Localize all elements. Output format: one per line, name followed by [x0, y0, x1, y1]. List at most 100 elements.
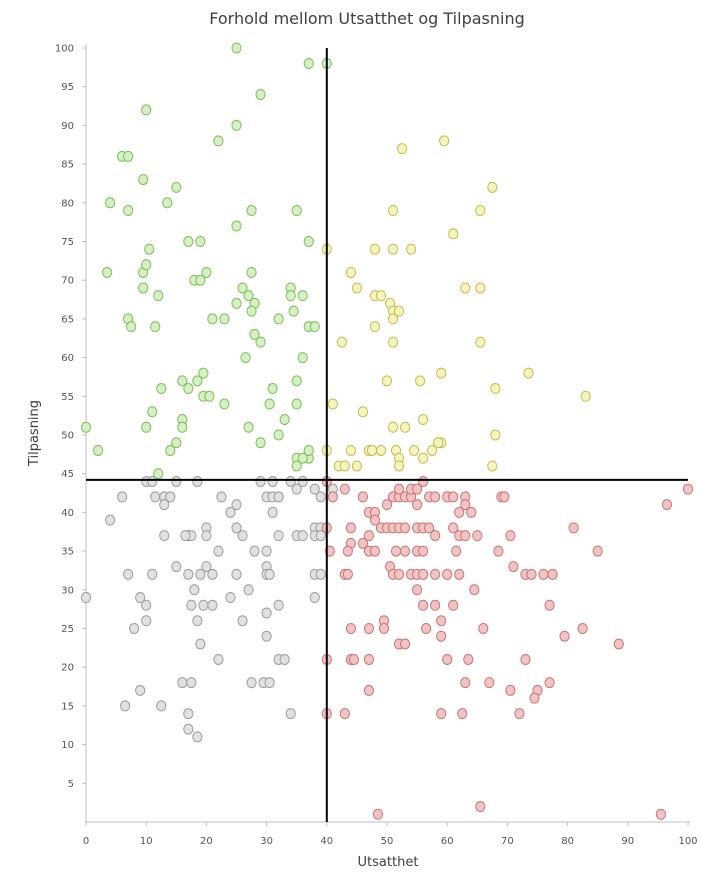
- data-point-green: [141, 259, 152, 271]
- data-point-yellow: [327, 398, 338, 410]
- data-point-red: [430, 491, 441, 503]
- data-point-green: [291, 205, 302, 217]
- data-points: [80, 42, 694, 820]
- data-point-red: [508, 561, 519, 573]
- data-point-red: [568, 522, 579, 534]
- data-point-green: [246, 305, 257, 317]
- data-point-red: [418, 568, 429, 580]
- data-point-yellow: [393, 305, 405, 317]
- data-point-green: [171, 181, 182, 193]
- data-point-red: [463, 653, 474, 665]
- data-point-gray: [192, 731, 203, 743]
- data-point-gray: [171, 475, 182, 487]
- data-point-gray: [147, 568, 158, 580]
- data-point-green: [144, 243, 155, 255]
- y-tick-label: 100: [55, 44, 74, 55]
- data-point-yellow: [345, 444, 356, 456]
- data-point-yellow: [375, 444, 387, 456]
- data-point-yellow: [405, 243, 417, 255]
- data-point-green: [92, 444, 104, 456]
- data-point-gray: [147, 475, 158, 487]
- data-point-yellow: [460, 282, 471, 294]
- x-tick-label: 80: [561, 836, 574, 847]
- data-point-green: [198, 367, 209, 379]
- data-point-gray: [291, 483, 302, 495]
- data-point-green: [165, 444, 176, 456]
- data-point-gray: [279, 653, 290, 665]
- data-point-red: [544, 599, 555, 611]
- data-point-red: [520, 653, 531, 665]
- data-point-red: [357, 491, 369, 503]
- data-point-red: [529, 692, 540, 704]
- data-point-gray: [249, 545, 260, 557]
- data-point-red: [363, 530, 375, 542]
- y-tick-label: 45: [61, 469, 74, 480]
- data-point-gray: [192, 475, 203, 487]
- data-point-green: [171, 437, 182, 449]
- data-point-gray: [273, 530, 284, 542]
- data-point-green: [291, 398, 302, 410]
- data-point-red: [369, 514, 381, 526]
- data-point-green: [138, 174, 149, 186]
- data-point-yellow: [366, 444, 378, 456]
- data-point-red: [430, 568, 441, 580]
- data-point-green: [104, 197, 116, 209]
- data-point-yellow: [433, 437, 444, 449]
- data-point-green: [213, 135, 224, 147]
- data-point-red: [342, 568, 353, 580]
- y-tick-label: 10: [61, 740, 74, 751]
- data-point-gray: [273, 491, 284, 503]
- data-point-green: [231, 42, 242, 54]
- data-point-red: [466, 506, 477, 518]
- data-point-green: [207, 313, 218, 325]
- data-point-yellow: [408, 444, 420, 456]
- data-point-green: [267, 383, 278, 395]
- y-tick-label: 90: [61, 121, 74, 132]
- data-point-green: [255, 88, 266, 100]
- data-point-yellow: [345, 266, 356, 278]
- data-point-green: [297, 452, 308, 464]
- data-point-red: [393, 568, 405, 580]
- data-point-green: [177, 375, 188, 387]
- data-point-green: [303, 444, 314, 456]
- data-point-red: [442, 653, 453, 665]
- data-point-yellow: [351, 282, 362, 294]
- data-point-red: [613, 638, 624, 650]
- data-point-green: [231, 297, 242, 309]
- data-point-gray: [177, 677, 188, 689]
- data-point-yellow: [339, 460, 350, 472]
- data-point-green: [255, 437, 266, 449]
- y-tick-label: 65: [61, 314, 74, 325]
- data-point-red: [505, 684, 516, 696]
- data-point-green: [156, 383, 167, 395]
- data-point-gray: [255, 475, 266, 487]
- data-point-gray: [267, 506, 278, 518]
- data-point-gray: [198, 599, 209, 611]
- data-point-gray: [117, 491, 128, 503]
- x-axis-title: Utsatthet: [358, 855, 419, 870]
- y-tick-label: 50: [61, 431, 74, 442]
- y-tick-label: 55: [61, 392, 74, 403]
- data-point-red: [418, 599, 429, 611]
- data-point-yellow: [369, 243, 381, 255]
- y-tick-labels: 5 10 15 20 25 30 35 40 45 50 55 60 65 70 75 80 85 90 95 100: [55, 44, 86, 790]
- data-point-yellow: [475, 205, 486, 217]
- data-point-red: [436, 615, 447, 627]
- y-tick-label: 30: [61, 585, 74, 596]
- data-point-green: [240, 352, 251, 364]
- data-point-green: [219, 313, 230, 325]
- data-point-green: [246, 266, 257, 278]
- data-point-red: [430, 530, 441, 542]
- data-point-gray: [207, 599, 218, 611]
- data-point-green: [192, 375, 203, 387]
- data-point-gray: [264, 677, 275, 689]
- x-tick-label: 90: [621, 836, 634, 847]
- data-point-yellow: [387, 313, 399, 325]
- data-point-yellow: [490, 383, 501, 395]
- data-point-green: [183, 236, 194, 247]
- data-point-yellow: [381, 375, 393, 387]
- y-tick-label: 75: [61, 237, 74, 248]
- data-point-green: [285, 290, 296, 302]
- data-point-green: [177, 421, 188, 433]
